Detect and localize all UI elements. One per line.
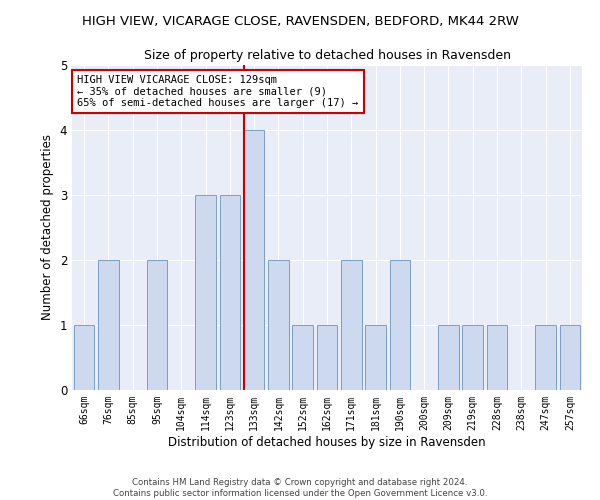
Bar [244,130,265,390]
Bar [220,195,240,390]
Bar [389,260,410,390]
Bar [463,325,483,390]
Bar [317,325,337,390]
Y-axis label: Number of detached properties: Number of detached properties [41,134,54,320]
Bar [146,260,167,390]
Bar [98,260,119,390]
Bar [438,325,459,390]
Bar [341,260,362,390]
Bar [268,260,289,390]
Text: HIGH VIEW VICARAGE CLOSE: 129sqm
← 35% of detached houses are smaller (9)
65% of: HIGH VIEW VICARAGE CLOSE: 129sqm ← 35% o… [77,74,358,108]
Text: Contains HM Land Registry data © Crown copyright and database right 2024.
Contai: Contains HM Land Registry data © Crown c… [113,478,487,498]
Bar [292,325,313,390]
Text: HIGH VIEW, VICARAGE CLOSE, RAVENSDEN, BEDFORD, MK44 2RW: HIGH VIEW, VICARAGE CLOSE, RAVENSDEN, BE… [82,15,518,28]
Bar [535,325,556,390]
Title: Size of property relative to detached houses in Ravensden: Size of property relative to detached ho… [143,50,511,62]
X-axis label: Distribution of detached houses by size in Ravensden: Distribution of detached houses by size … [168,436,486,448]
Bar [487,325,508,390]
Bar [195,195,216,390]
Bar [74,325,94,390]
Bar [560,325,580,390]
Bar [365,325,386,390]
